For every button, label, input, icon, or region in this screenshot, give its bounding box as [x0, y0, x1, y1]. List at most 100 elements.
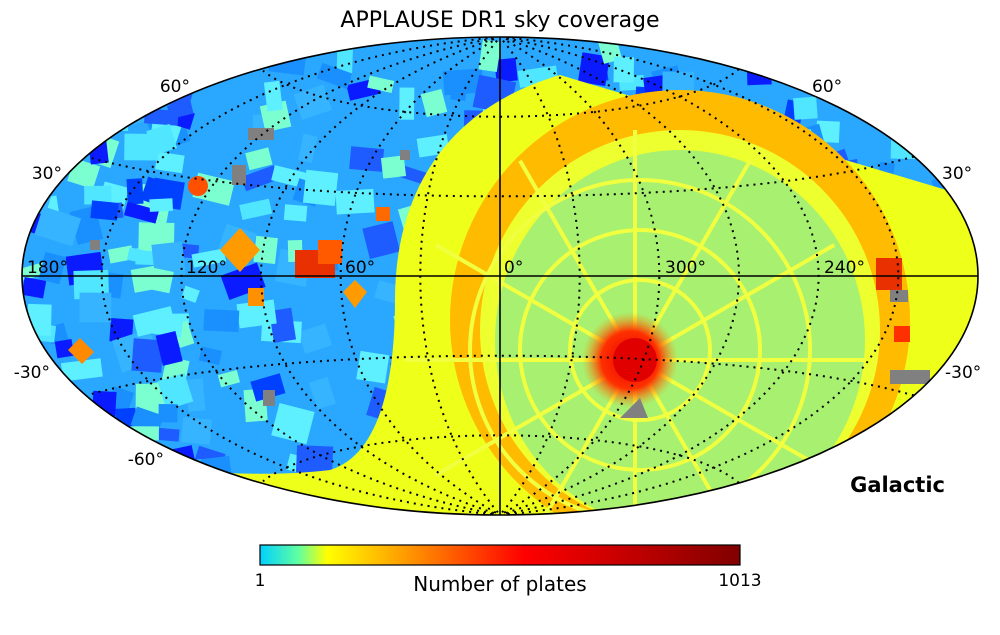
survey-patch: [130, 426, 159, 441]
survey-patch: [34, 206, 82, 247]
gray-gap-small: [620, 398, 648, 418]
survey-patch: [149, 198, 173, 212]
survey-patch: [298, 133, 318, 163]
survey-patch: [121, 56, 160, 83]
survey-patch: [158, 404, 178, 423]
survey-patch: [146, 123, 178, 156]
lon-tick-300: 300°: [665, 258, 706, 278]
survey-patch: [953, 65, 978, 88]
survey-patch: [822, 52, 859, 76]
lon-tick-240: 240°: [824, 258, 865, 278]
survey-patch: [968, 37, 978, 67]
survey-patch: [949, 461, 972, 480]
plate-grid-ring: [518, 228, 762, 472]
survey-patch: [57, 126, 94, 141]
survey-patch: [30, 413, 51, 428]
lat-tick-left-60: 60°: [160, 77, 190, 97]
survey-patch: [308, 376, 336, 410]
lat-tick-right-m30: -30°: [945, 363, 981, 383]
survey-patch: [181, 285, 200, 303]
survey-patch: [907, 59, 940, 82]
survey-patch: [167, 100, 194, 120]
parallel-line: [91, 155, 915, 198]
survey-patch: [374, 280, 400, 304]
survey-patch: [26, 448, 66, 468]
survey-patch: [974, 42, 978, 73]
survey-patch: [380, 155, 407, 179]
lat-tick-right-60: 60°: [812, 77, 842, 97]
survey-patch: [164, 57, 184, 75]
survey-patch: [349, 146, 385, 172]
survey-patch: [182, 40, 226, 79]
meridian-line: [339, 38, 497, 514]
coordinate-frame-label: Galactic: [850, 473, 945, 497]
survey-patch: [253, 235, 278, 265]
survey-patch: [283, 204, 308, 222]
survey-patch: [979, 133, 1000, 161]
survey-patch: [194, 479, 236, 509]
northern-hotspots: [68, 176, 910, 364]
survey-patch: [54, 338, 75, 359]
plate-grid-ring: [568, 278, 712, 422]
survey-patch: [64, 62, 105, 89]
survey-patch: [151, 313, 184, 338]
survey-patch: [200, 455, 232, 479]
survey-patch: [191, 37, 214, 64]
survey-patch: [921, 421, 957, 442]
parallel-line: [91, 354, 915, 397]
survey-patch: [22, 504, 53, 515]
survey-patch: [936, 427, 958, 458]
survey-patch: [271, 403, 315, 445]
lon-tick-120: 120°: [186, 258, 227, 278]
survey-patch: [295, 445, 334, 474]
survey-patch: [84, 185, 112, 205]
survey-patch: [442, 68, 484, 96]
lon-tick-180: 180°: [27, 258, 68, 278]
survey-patch: [74, 459, 107, 475]
meridian-line: [507, 36, 900, 516]
survey-patch: [688, 37, 728, 59]
survey-patch: [111, 492, 152, 515]
survey-patch: [263, 80, 283, 112]
plate-grid-ring: [468, 178, 812, 515]
survey-patch: [298, 323, 333, 354]
survey-patch: [198, 346, 223, 365]
survey-patch: [22, 277, 47, 299]
survey-patch: [98, 38, 134, 75]
survey-patch: [123, 201, 160, 224]
survey-patch: [90, 200, 119, 221]
meridian-line: [100, 36, 493, 516]
survey-patch: [151, 241, 186, 278]
survey-patch: [949, 104, 978, 126]
survey-patch: [398, 165, 431, 186]
survey-patch: [613, 56, 635, 83]
survey-patch: [250, 373, 286, 402]
survey-patch: [184, 458, 206, 494]
lat-tick-left-m30: -30°: [14, 363, 50, 383]
meridian-line: [503, 38, 661, 514]
survey-patch: [127, 247, 144, 263]
survey-patch: [947, 78, 972, 94]
survey-patch: [799, 508, 840, 515]
survey-patch: [154, 472, 179, 504]
survey-patch: [60, 358, 103, 382]
survey-patch: [157, 372, 194, 410]
survey-patch: [768, 59, 789, 81]
survey-patch: [191, 248, 227, 268]
survey-patch: [239, 198, 273, 221]
survey-patch: [947, 415, 978, 436]
survey-patch: [56, 44, 100, 75]
survey-patch: [478, 39, 502, 73]
survey-patch: [174, 37, 216, 77]
survey-patch: [577, 52, 610, 87]
survey-patch: [762, 476, 782, 508]
survey-patch: [93, 82, 115, 101]
survey-patch: [185, 378, 206, 412]
survey-patch: [787, 466, 826, 502]
survey-patch: [972, 480, 978, 509]
survey-patch: [420, 88, 448, 118]
survey-patch: [42, 428, 71, 462]
survey-patch: [950, 442, 972, 475]
survey-patch: [203, 309, 240, 333]
survey-patch: [701, 508, 731, 515]
